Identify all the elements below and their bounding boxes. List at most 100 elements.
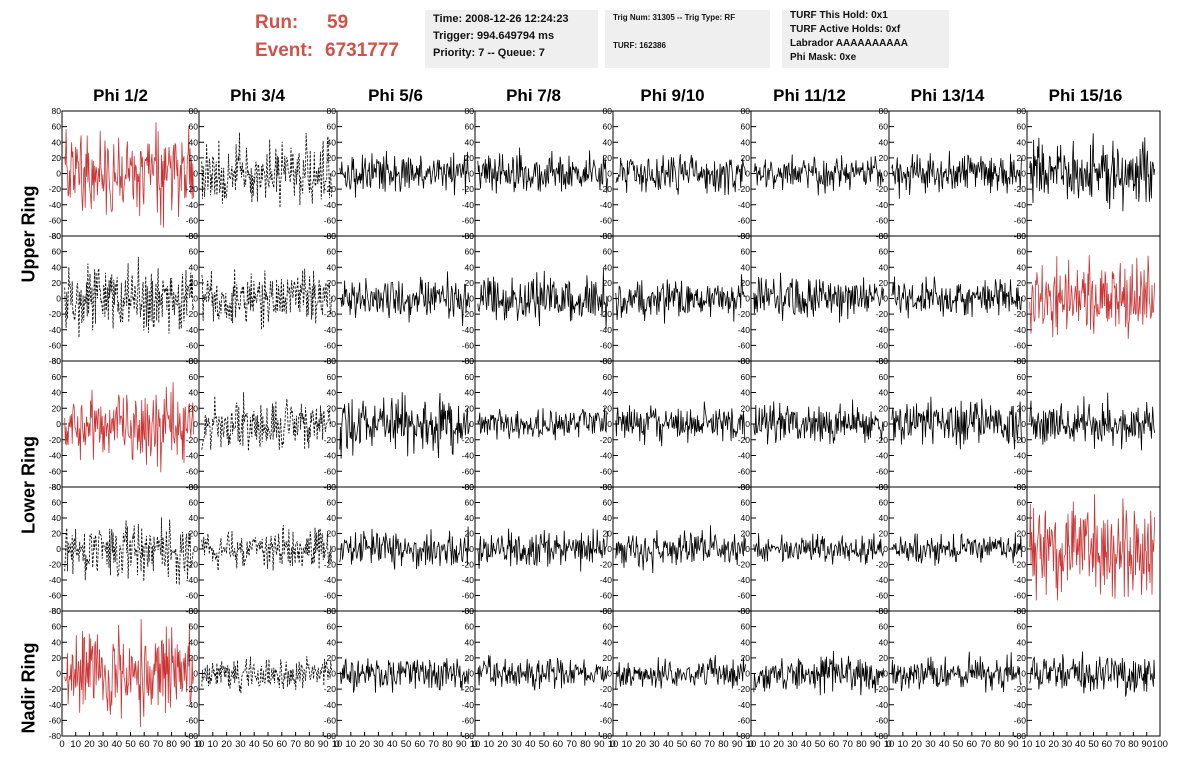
y-tick-label-r5-c7--20: -20 bbox=[876, 684, 889, 694]
y-tick-label-r2-c1-40: 40 bbox=[52, 262, 62, 272]
y-tick-label-r2-c5-20: 20 bbox=[603, 278, 613, 288]
y-tick-label-r5-c6--20: -20 bbox=[738, 684, 751, 694]
y-tick-label-r4-c5-60: 60 bbox=[603, 498, 613, 508]
y-tick-label-r2-c8--20: -20 bbox=[1014, 309, 1027, 319]
x-tick-label-r5-c6-30: 30 bbox=[787, 739, 798, 750]
y-tick-label-r2-c2-20: 20 bbox=[189, 278, 199, 288]
y-tick-label-r5-c4-80: 80 bbox=[465, 606, 475, 616]
x-tick-label-r5-c8-10: 10 bbox=[1035, 739, 1046, 750]
y-tick-label-r2-c2--20: -20 bbox=[186, 309, 199, 319]
y-tick-label-r3-c8-60: 60 bbox=[1017, 372, 1027, 382]
y-tick-label-r1-c3--60: -60 bbox=[324, 215, 337, 225]
x-tick-label-r5-c3-20: 20 bbox=[359, 739, 370, 750]
y-tick-label-r1-c6-20: 20 bbox=[741, 153, 751, 163]
y-tick-label-r3-c4-0: 0 bbox=[469, 419, 474, 429]
y-tick-label-r4-c6-80: 80 bbox=[741, 482, 751, 492]
y-tick-label-r4-c5-80: 80 bbox=[603, 482, 613, 492]
y-tick-label-r2-c3--20: -20 bbox=[324, 309, 337, 319]
x-tick-label-r5-c4-20: 20 bbox=[497, 739, 508, 750]
y-tick-label-r2-c8--40: -40 bbox=[1014, 325, 1027, 335]
waveform-r5-c4 bbox=[477, 655, 608, 691]
y-tick-label-r1-c8--40: -40 bbox=[1014, 200, 1027, 210]
y-tick-label-r3-c7-60: 60 bbox=[879, 372, 889, 382]
y-tick-label-r2-c4--40: -40 bbox=[462, 325, 475, 335]
y-tick-label-r3-c7-20: 20 bbox=[879, 403, 889, 413]
waveform-r3-c3 bbox=[339, 392, 470, 459]
y-tick-label-r2-c3-60: 60 bbox=[327, 247, 337, 257]
y-tick-label-r3-c7-40: 40 bbox=[879, 388, 889, 398]
y-tick-label-r5-c3--60: -60 bbox=[324, 715, 337, 725]
x-tick-label-r5-c1-90: 90 bbox=[180, 739, 191, 750]
waveform-r5-c3 bbox=[339, 658, 470, 693]
y-tick-label-r5-c4-60: 60 bbox=[465, 622, 475, 632]
x-tick-label-r5-c5-50: 50 bbox=[677, 739, 688, 750]
y-tick-label-r3-c5-20: 20 bbox=[603, 403, 613, 413]
y-tick-label-r1-c3-60: 60 bbox=[327, 122, 337, 132]
y-tick-label-r2-c7-20: 20 bbox=[879, 278, 889, 288]
y-tick-label-r3-c4-60: 60 bbox=[465, 372, 475, 382]
y-tick-label-r2-c1-80: 80 bbox=[52, 231, 62, 241]
y-tick-label-r1-c3-80: 80 bbox=[327, 106, 337, 116]
x-tick-label-r5-c8-100: 100 bbox=[1152, 739, 1168, 750]
x-tick-label-r5-c6-40: 40 bbox=[801, 739, 812, 750]
y-tick-label-r5-c5-80: 80 bbox=[603, 606, 613, 616]
y-tick-label-r4-c1-80: 80 bbox=[52, 482, 62, 492]
y-tick-label-r2-c2-60: 60 bbox=[189, 247, 199, 257]
y-tick-label-r2-c5-0: 0 bbox=[607, 294, 612, 304]
y-tick-label-r4-c7-0: 0 bbox=[883, 544, 888, 554]
y-tick-label-r1-c3-40: 40 bbox=[327, 137, 337, 147]
y-tick-label-r1-c8-0: 0 bbox=[1021, 169, 1026, 179]
x-tick-label-r5-c3-60: 60 bbox=[415, 739, 426, 750]
y-tick-label-r3-c2-0: 0 bbox=[193, 419, 198, 429]
x-tick-label-r5-c4-50: 50 bbox=[539, 739, 550, 750]
y-tick-label-r3-c3--40: -40 bbox=[324, 451, 337, 461]
y-tick-label-r2-c3-20: 20 bbox=[327, 278, 337, 288]
time-info-box: Time: 2008-12-26 12:24:23 Trigger: 994.6… bbox=[425, 10, 598, 68]
trigger-text: Trigger: 994.649794 ms bbox=[433, 30, 555, 42]
y-tick-label-r2-c8-80: 80 bbox=[1017, 231, 1027, 241]
y-tick-label-r5-c1-80: 80 bbox=[52, 606, 62, 616]
y-tick-label-r2-c4-40: 40 bbox=[465, 262, 475, 272]
x-tick-label-r5-c8-20: 20 bbox=[1048, 739, 1059, 750]
y-tick-label-r5-c6-20: 20 bbox=[741, 653, 751, 663]
y-tick-label-r1-c1-80: 80 bbox=[52, 106, 62, 116]
y-tick-label-r3-c8-40: 40 bbox=[1017, 388, 1027, 398]
y-tick-label-r5-c7-60: 60 bbox=[879, 622, 889, 632]
x-tick-label-r5-c4-80: 80 bbox=[580, 739, 591, 750]
y-tick-label-r2-c8--60: -60 bbox=[1014, 340, 1027, 350]
panel-frame-r1-c1 bbox=[61, 110, 200, 237]
waveform-r4-c2 bbox=[201, 525, 332, 571]
y-tick-label-r1-c7--20: -20 bbox=[876, 184, 889, 194]
turf-active-text: TURF Active Holds: 0xf bbox=[790, 24, 901, 35]
y-tick-label-r3-c2--60: -60 bbox=[186, 466, 199, 476]
y-tick-label-r2-c2-0: 0 bbox=[193, 294, 198, 304]
y-tick-label-r5-c3-20: 20 bbox=[327, 653, 337, 663]
y-tick-label-r5-c3-0: 0 bbox=[331, 669, 336, 679]
y-tick-label-r4-c8--60: -60 bbox=[1014, 591, 1027, 601]
x-tick-label-r5-c4-30: 30 bbox=[511, 739, 522, 750]
y-tick-label-r5-c6-80: 80 bbox=[741, 606, 751, 616]
x-tick-label-r5-c7-100: 10 bbox=[1022, 739, 1033, 750]
y-tick-label-r3-c1--60: -60 bbox=[49, 466, 62, 476]
x-tick-label-r5-c3-40: 40 bbox=[387, 739, 398, 750]
x-tick-label-r5-c7-60: 60 bbox=[967, 739, 978, 750]
x-tick-label-r5-c4-100: 10 bbox=[608, 739, 619, 750]
y-tick-label-r3-c1-0: 0 bbox=[56, 419, 61, 429]
x-tick-label-r5-c7-90: 90 bbox=[1008, 739, 1019, 750]
y-tick-label-r4-c4-0: 0 bbox=[469, 544, 474, 554]
x-tick-label-r5-c5-0: 0 bbox=[610, 739, 615, 750]
y-tick-label-r4-c4--20: -20 bbox=[462, 560, 475, 570]
y-tick-label-r3-c4-20: 20 bbox=[465, 403, 475, 413]
y-tick-label-r4-c6-0: 0 bbox=[745, 544, 750, 554]
y-tick-label-r5-c5--40: -40 bbox=[600, 700, 613, 710]
y-tick-label-r3-c4-80: 80 bbox=[465, 356, 475, 366]
waveform-r3-c4 bbox=[477, 407, 608, 441]
y-tick-label-r5-c6--80: -80 bbox=[738, 731, 751, 741]
x-tick-label-r5-c1-0: 0 bbox=[59, 739, 64, 750]
y-tick-label-r5-c5-0: 0 bbox=[607, 669, 612, 679]
y-tick-label-r4-c1-40: 40 bbox=[52, 513, 62, 523]
y-tick-label-r4-c5--40: -40 bbox=[600, 575, 613, 585]
y-tick-label-r3-c8--40: -40 bbox=[1014, 451, 1027, 461]
y-tick-label-r1-c4-60: 60 bbox=[465, 122, 475, 132]
y-tick-label-r5-c5--20: -20 bbox=[600, 684, 613, 694]
